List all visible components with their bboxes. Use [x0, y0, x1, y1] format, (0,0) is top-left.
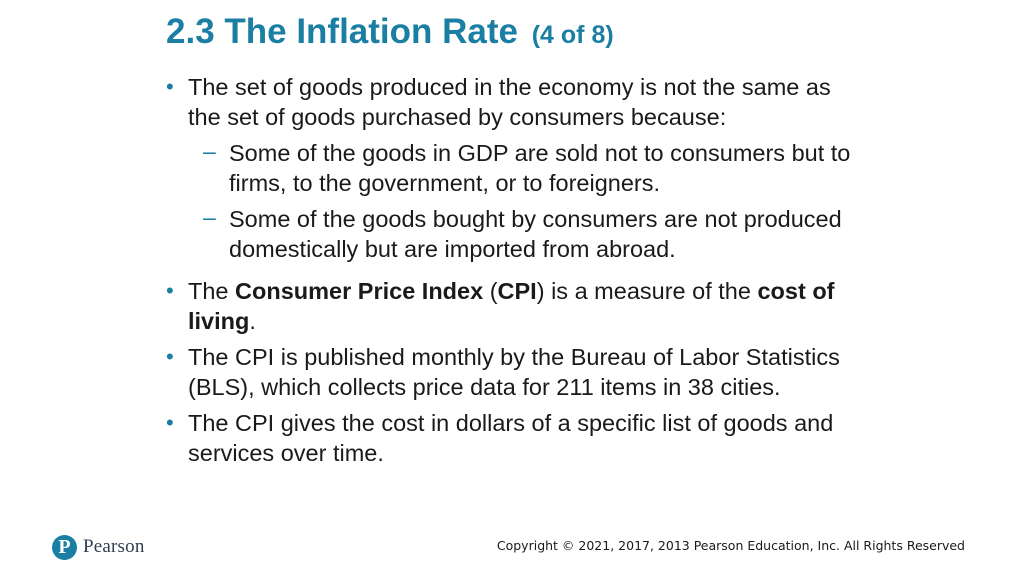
bullet-marker: •: [166, 74, 174, 99]
slide-content: • The set of goods produced in the econo…: [166, 72, 866, 474]
dash-marker: –: [203, 204, 216, 230]
bullet-item: • The set of goods produced in the econo…: [166, 72, 866, 132]
bullet-marker: •: [166, 410, 174, 435]
sub-bullet-text: Some of the goods bought by consumers ar…: [229, 206, 842, 262]
bullet-text-part: The: [188, 278, 236, 304]
pearson-logo-icon: P: [52, 534, 77, 560]
bullet-marker: •: [166, 278, 174, 303]
sub-bullet-list: – Some of the goods in GDP are sold not …: [166, 138, 866, 264]
pearson-wordmark: Pearson: [83, 536, 145, 557]
bullet-text-part: (: [483, 278, 498, 304]
bullet-text: The CPI gives the cost in dollars of a s…: [188, 410, 834, 466]
bullet-item: • The CPI is published monthly by the Bu…: [166, 342, 866, 402]
title-page-indicator: (4 of 8): [531, 21, 614, 49]
bullet-text: The set of goods produced in the economy…: [188, 74, 831, 130]
copyright-notice: Copyright © 2021, 2017, 2013 Pearson Edu…: [496, 538, 965, 553]
bullet-marker: •: [166, 344, 174, 369]
bullet-text: The CPI is published monthly by the Bure…: [188, 344, 840, 400]
bullet-text-part: .: [249, 308, 256, 334]
bullet-item: • The Consumer Price Index (CPI) is a me…: [166, 276, 866, 336]
slide-title: 2.3 The Inflation Rate (4 of 8): [166, 10, 614, 57]
term-consumer-price-index: Consumer Price Index: [235, 278, 484, 304]
sub-bullet-item: – Some of the goods in GDP are sold not …: [166, 138, 866, 198]
bullet-text-part: ) is a measure of the: [536, 278, 758, 304]
dash-marker: –: [203, 138, 216, 164]
sub-bullet-text: Some of the goods in GDP are sold not to…: [229, 140, 851, 196]
bullet-item: • The CPI gives the cost in dollars of a…: [166, 408, 866, 468]
term-cpi: CPI: [497, 278, 537, 304]
title-main: 2.3 The Inflation Rate: [166, 12, 518, 51]
pearson-logo: P Pearson: [52, 534, 145, 560]
term-cost-of-living: cost of living: [188, 278, 835, 334]
sub-bullet-item: – Some of the goods bought by consumers …: [166, 204, 866, 264]
